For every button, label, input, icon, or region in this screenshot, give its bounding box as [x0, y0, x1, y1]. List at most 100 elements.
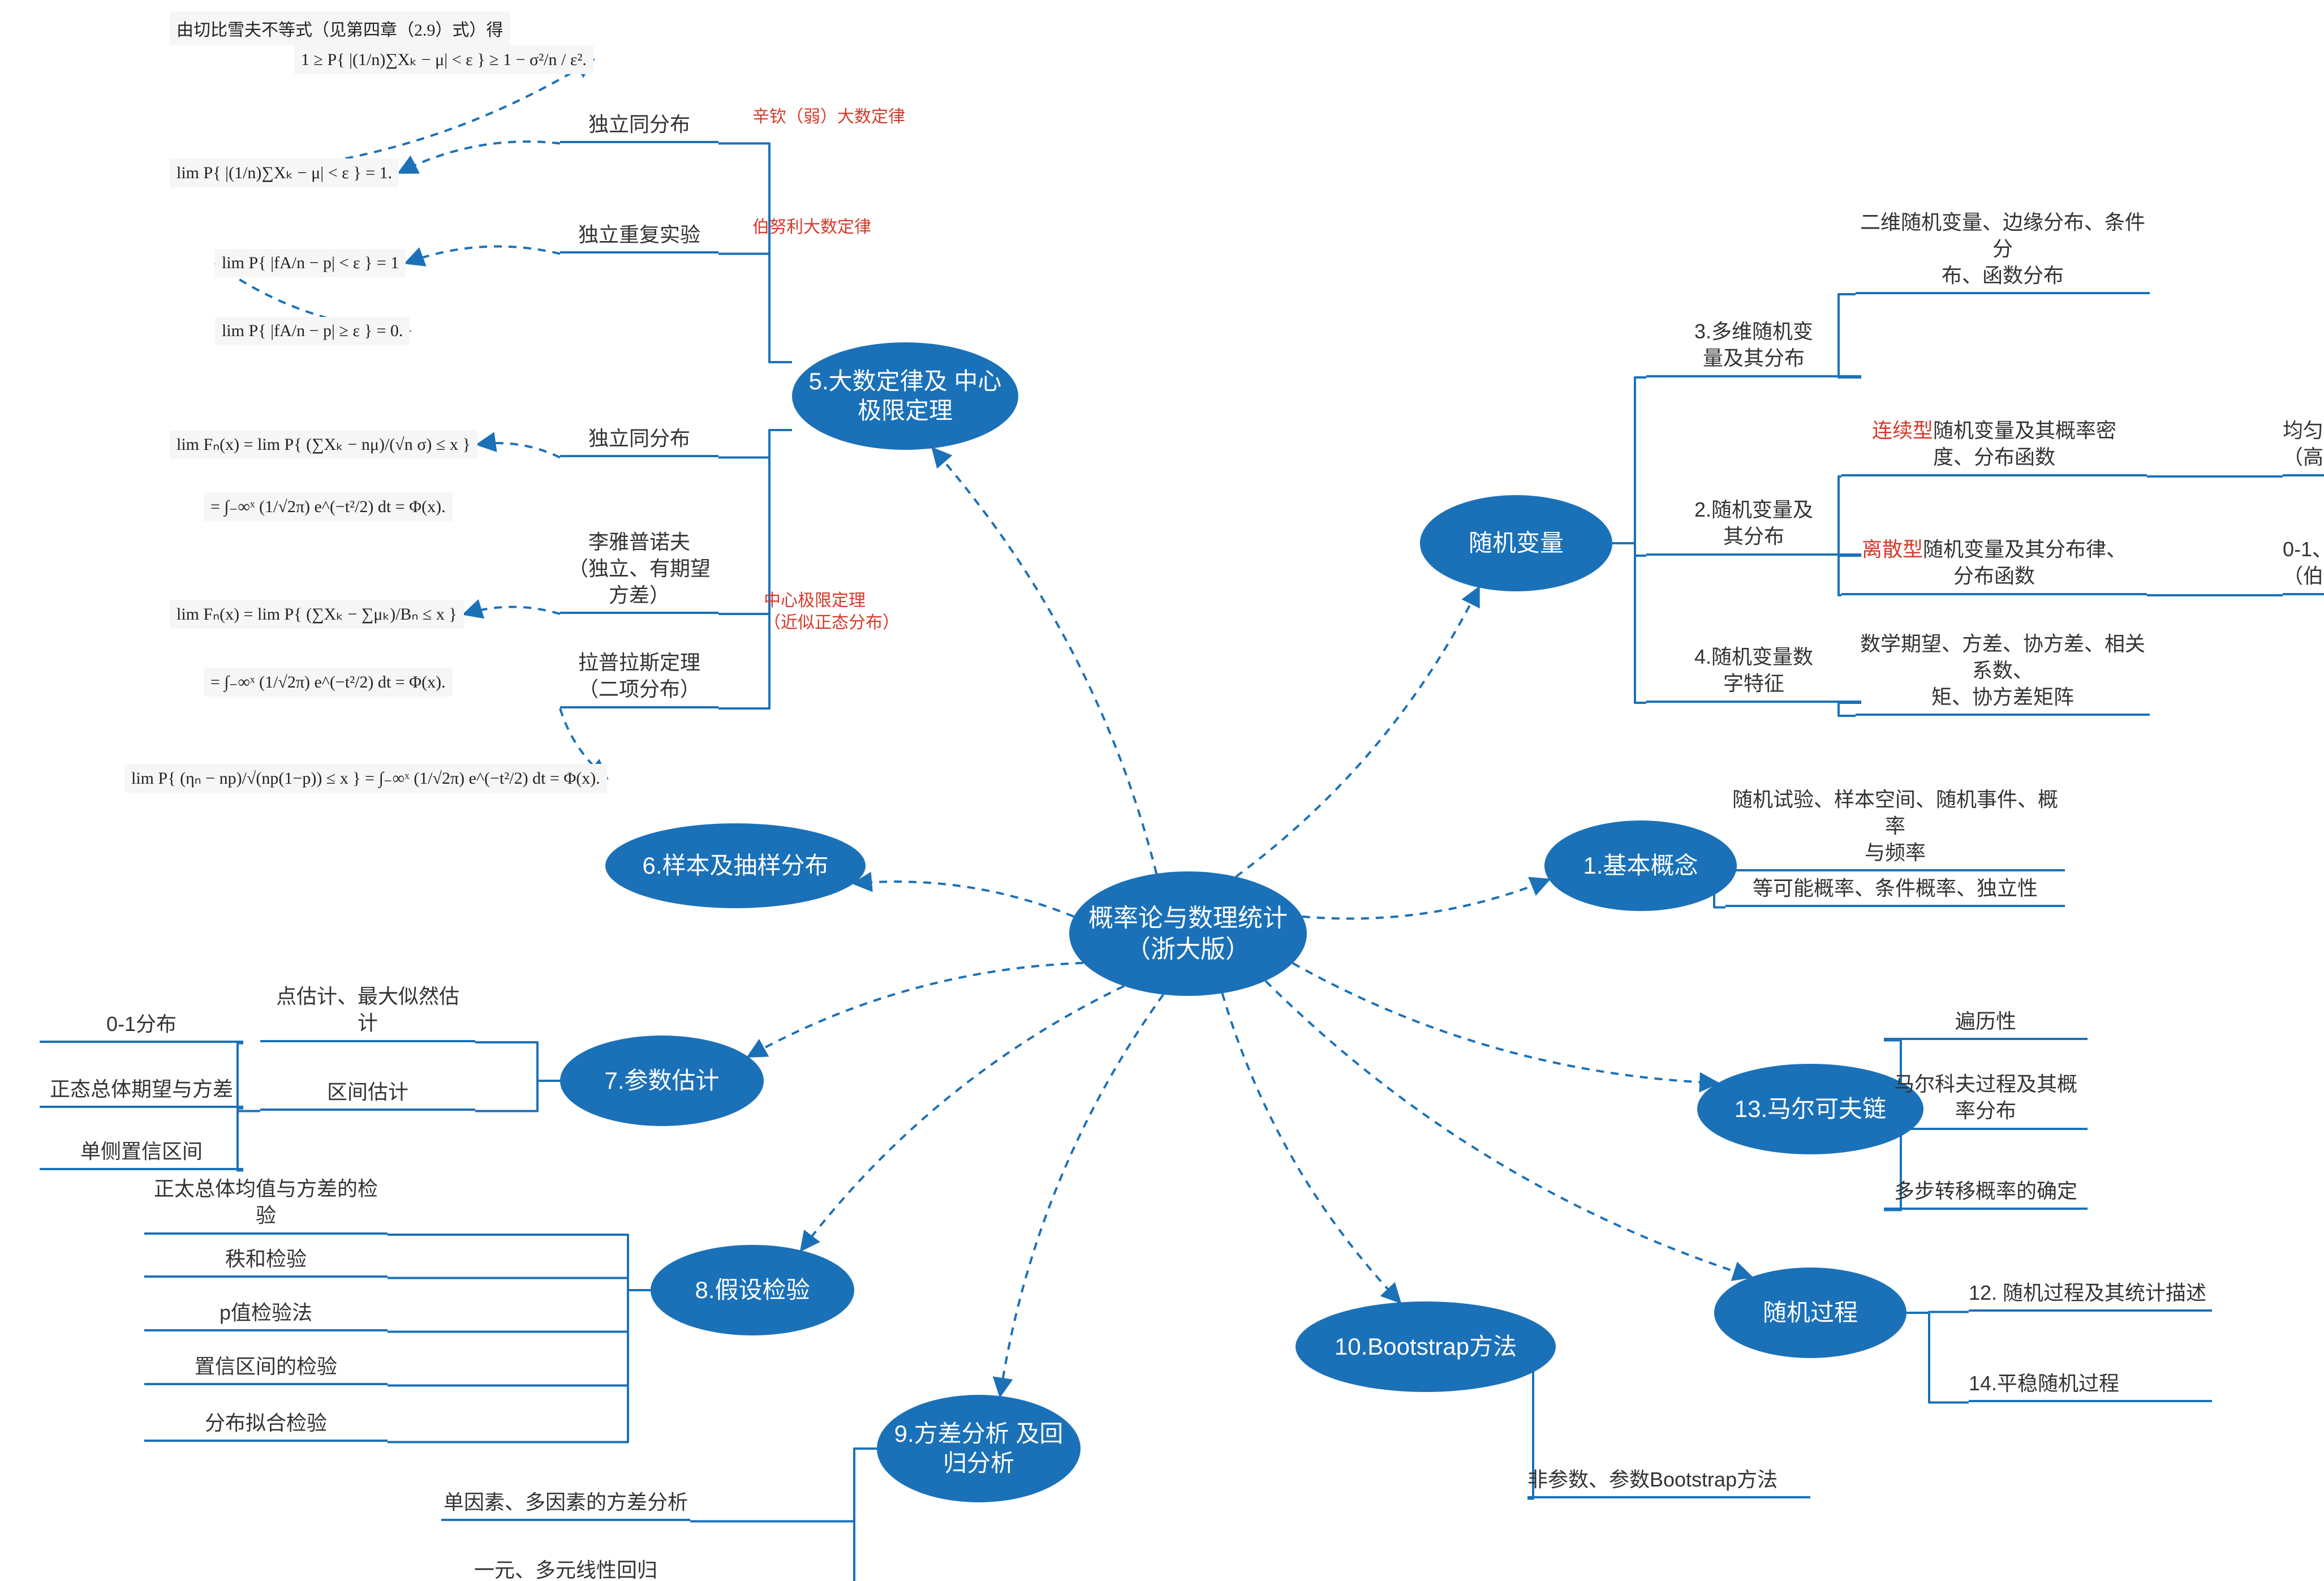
leaf-label: 单因素、多因素的方差分析 [441, 1489, 690, 1522]
leaf-label: 随机试验、样本空间、随机事件、概率 与频率 [1725, 787, 2065, 871]
leaf-label: 均匀、指数、正态 （高斯） [2283, 418, 2324, 476]
leaf-text: 马尔科夫过程及其概 率分布 [1894, 1072, 2077, 1122]
leaf-text: 分布拟合检验 [205, 1411, 327, 1434]
major-node[interactable]: 随机过程 [1714, 1268, 1906, 1358]
leaf-label: 独立重复实验 [560, 222, 718, 254]
leaf-label: 二维随机变量、边缘分布、条件分 布、函数分布 [1856, 209, 2150, 294]
leaf-text: 遍历性 [1955, 1009, 2016, 1033]
annotation-text: 伯努利大数定律 [752, 218, 871, 237]
formula-block: 由切比雪夫不等式（见第四章（2.9）式）得 [170, 11, 510, 45]
leaf-label: 李雅普诺夫 （独立、有期望方差） [560, 529, 718, 614]
major-node-label: 13.马尔可夫链 [1735, 1094, 1886, 1124]
leaf-text: 0-1、泊松、二项 （伯努利） [2283, 538, 2324, 587]
major-node-label: 1.基本概念 [1583, 851, 1698, 881]
leaf-label: 离散型随机变量及其分布律、分布函数 [1841, 536, 2147, 595]
leaf-label: 正态总体期望与方差 [40, 1076, 243, 1109]
major-node[interactable]: 1.基本概念 [1544, 820, 1737, 911]
major-node-label: 8.假设检验 [695, 1275, 810, 1305]
major-node[interactable]: 5.大数定律及 中心极限定理 [792, 342, 1018, 450]
leaf-label: p值检验法 [144, 1300, 388, 1332]
leaf-text: 14.平稳随机过程 [1969, 1372, 2119, 1395]
leaf-label: 0-1分布 [40, 1011, 243, 1043]
leaf-text: 均匀、指数、正态 （高斯） [2283, 419, 2324, 469]
leaf-text: 正态总体期望与方差 [50, 1077, 233, 1101]
leaf-text: p值检验法 [220, 1301, 312, 1324]
leaf-text: 二维随机变量、边缘分布、条件分 布、函数分布 [1860, 210, 2145, 287]
major-node[interactable]: 8.假设检验 [651, 1245, 854, 1335]
leaf-text: 多步转移概率的确定 [1894, 1179, 2077, 1202]
leaf-label: 拉普拉斯定理 （二项分布） [560, 650, 718, 708]
leaf-label: 分布拟合检验 [144, 1410, 388, 1442]
major-node[interactable]: 10.Bootstrap方法 [1296, 1301, 1556, 1392]
leaf-text: 单因素、多因素的方差分析 [444, 1490, 688, 1514]
formula-block: = ∫₋∞ˣ (1/√2π) e^(−t²/2) dt = Φ(x). [204, 492, 453, 521]
leaf-label: 等可能概率、条件概率、独立性 [1725, 875, 2065, 908]
leaf-label: 秩和检验 [144, 1246, 388, 1278]
leaf-text: 独立同分布 [588, 113, 690, 136]
leaf-label: 点估计、最大似然估 计 [260, 983, 475, 1042]
formula-block: lim P{ |fA/n − p| < ε } = 1 [215, 249, 406, 277]
major-node-label: 10.Bootstrap方法 [1335, 1332, 1517, 1362]
leaf-text: 数学期望、方差、协方差、相关系数、 矩、协方差矩阵 [1860, 632, 2145, 708]
leaf-label: 数学期望、方差、协方差、相关系数、 矩、协方差矩阵 [1856, 631, 2150, 716]
major-node-label: 9.方差分析 及回归分析 [888, 1419, 1069, 1479]
leaf-label: 14.平稳随机过程 [1969, 1371, 2212, 1403]
leaf-text: 独立重复实验 [578, 223, 700, 246]
leaf-label: 遍历性 [1884, 1008, 2088, 1041]
major-node[interactable]: 9.方差分析 及回归分析 [877, 1395, 1081, 1502]
leaf-text: 正太总体均值与方差的检验 [154, 1177, 378, 1227]
formula-block: = ∫₋∞ˣ (1/√2π) e^(−t²/2) dt = Φ(x). [204, 668, 453, 697]
center-node-label: 概率论与数理统计 （浙大版） [1081, 903, 1296, 965]
formula-text: 1 ≥ P{ |(1/n)∑Xₖ − μ| < ε } ≥ 1 − σ²/n /… [301, 50, 587, 69]
formula-text: = ∫₋∞ˣ (1/√2π) e^(−t²/2) dt = Φ(x). [210, 673, 446, 691]
leaf-label: 2.随机变量及 其分布 [1646, 497, 1861, 556]
formula-block: lim P{ |(1/n)∑Xₖ − μ| < ε } = 1. [170, 158, 399, 187]
leaf-label: 置信区间的检验 [144, 1354, 388, 1386]
leaf-label: 独立同分布 [560, 426, 718, 458]
leaf-label: 区间估计 [260, 1079, 475, 1111]
formula-text: lim P{ |(1/n)∑Xₖ − μ| < ε } = 1. [177, 164, 392, 182]
leaf-label: 正太总体均值与方差的检验 [144, 1176, 388, 1235]
formula-block: lim Fₙ(x) = lim P{ (∑Xₖ − nμ)/(√n σ) ≤ x… [170, 430, 477, 459]
major-node[interactable]: 7.参数估计 [560, 1036, 764, 1126]
formula-block: lim Fₙ(x) = lim P{ (∑Xₖ − ∑μₖ)/Bₙ ≤ x } [170, 600, 464, 629]
major-node-label: 7.参数估计 [604, 1066, 719, 1096]
leaf-text: 区间估计 [327, 1080, 408, 1103]
annotation-label: 中心极限定理 （近似正态分布） [764, 590, 900, 634]
leaf-text: 12. 随机过程及其统计描述 [1969, 1281, 2206, 1304]
leaf-text: 一元、多元线性回归 [474, 1558, 657, 1581]
major-node-label: 随机过程 [1763, 1298, 1858, 1328]
formula-text: lim P{ (ηₙ − np)/√(np(1−p)) ≤ x } = ∫₋∞ˣ… [131, 769, 600, 788]
leaf-text: 单侧置信区间 [80, 1140, 203, 1163]
annotation-label: 辛钦（弱）大数定律 [752, 106, 905, 128]
leaf-text: 4.随机变量数 字特征 [1694, 645, 1813, 695]
leaf-text: 点估计、最大似然估 计 [276, 985, 459, 1034]
leaf-label: 4.随机变量数 字特征 [1646, 644, 1861, 703]
leaf-label: 12. 随机过程及其统计描述 [1969, 1280, 2212, 1312]
leaf-text: 独立同分布 [588, 427, 690, 450]
formula-block: 1 ≥ P{ |(1/n)∑Xₖ − μ| < ε } ≥ 1 − σ²/n /… [294, 45, 593, 74]
leaf-text: 置信区间的检验 [195, 1355, 337, 1378]
leaf-label: 一元、多元线性回归 [441, 1557, 690, 1581]
major-node[interactable]: 6.样本及抽样分布 [605, 823, 866, 908]
major-node-label: 随机变量 [1469, 529, 1564, 558]
leaf-text: 李雅普诺夫 （独立、有期望方差） [568, 530, 711, 607]
formula-text: lim Fₙ(x) = lim P{ (∑Xₖ − ∑μₖ)/Bₙ ≤ x } [177, 605, 457, 624]
formula-text: = ∫₋∞ˣ (1/√2π) e^(−t²/2) dt = Φ(x). [210, 497, 446, 516]
formula-text: lim P{ |fA/n − p| < ε } = 1 [222, 254, 399, 272]
leaf-label: 0-1、泊松、二项 （伯努利） [2283, 536, 2324, 595]
leaf-label: 多步转移概率的确定 [1884, 1178, 2088, 1210]
leaf-label: 3.多维随机变 量及其分布 [1646, 319, 1861, 377]
leaf-label: 非参数、参数Bootstrap方法 [1527, 1467, 1810, 1499]
annotation-text: 中心极限定理 （近似正态分布） [764, 591, 900, 632]
leaf-text: 非参数、参数Bootstrap方法 [1527, 1468, 1778, 1491]
leaf-text: 2.随机变量及 其分布 [1694, 498, 1813, 548]
center-node[interactable]: 概率论与数理统计 （浙大版） [1069, 871, 1307, 996]
major-node[interactable]: 随机变量 [1420, 495, 1612, 591]
leaf-text: 秩和检验 [225, 1247, 307, 1270]
leaf-text: 随机试验、样本空间、随机事件、概率 与频率 [1732, 788, 2058, 864]
annotation-label: 伯努利大数定律 [752, 216, 871, 238]
leaf-label: 马尔科夫过程及其概 率分布 [1884, 1071, 2088, 1130]
major-node-label: 5.大数定律及 中心极限定理 [803, 367, 1007, 426]
formula-block: lim P{ (ηₙ − np)/√(np(1−p)) ≤ x } = ∫₋∞ˣ… [124, 764, 607, 793]
